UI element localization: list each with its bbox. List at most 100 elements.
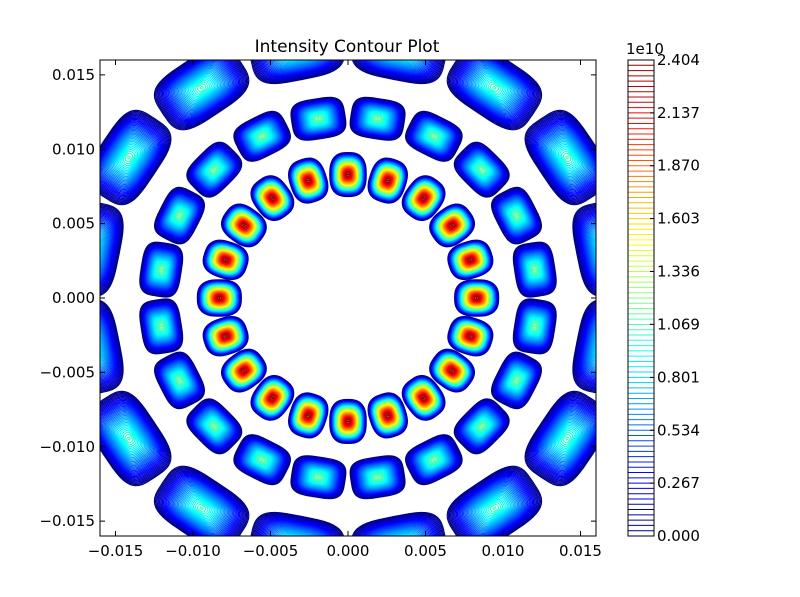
contour-level — [525, 314, 544, 339]
contour-level — [465, 255, 476, 265]
contour-level — [262, 60, 332, 76]
contour-level — [579, 311, 596, 383]
contour-level — [150, 256, 172, 283]
contour-level — [255, 60, 340, 81]
contour-level — [421, 395, 427, 401]
contour-level — [524, 390, 596, 487]
contour-level — [172, 371, 188, 389]
contour-level — [414, 188, 433, 208]
contour-level — [535, 122, 596, 193]
contour-level — [256, 131, 268, 142]
contour-level — [224, 258, 227, 262]
contour-level — [448, 467, 540, 536]
contour-level — [161, 472, 242, 536]
contour-level — [395, 543, 404, 549]
intensity-lobe — [100, 390, 172, 487]
contour-level — [476, 492, 513, 525]
contour-level — [299, 170, 318, 191]
intensity-lobe — [512, 241, 557, 298]
contour-level — [548, 136, 586, 179]
contour-level — [443, 362, 461, 379]
contour-level — [306, 468, 331, 487]
contour-level — [110, 417, 148, 460]
contour-level — [580, 214, 596, 284]
contour-level — [487, 502, 502, 515]
contour-level — [472, 417, 491, 436]
contour-level — [342, 167, 354, 182]
contour-level — [308, 469, 329, 486]
contour-level — [168, 60, 235, 117]
contour-level — [118, 145, 140, 170]
y-tick-label: 0.000 — [52, 289, 95, 307]
intensity-lobe — [524, 390, 596, 487]
contour-level — [359, 516, 439, 536]
contour-level — [206, 418, 223, 435]
contour-level — [540, 127, 595, 188]
contour-level — [529, 115, 596, 200]
contour-level — [100, 118, 164, 197]
contour-level — [191, 78, 213, 98]
contour-level — [301, 407, 315, 423]
contour-level — [127, 155, 131, 160]
contour-level — [211, 166, 218, 173]
contour-level — [549, 137, 585, 178]
contour-level — [317, 476, 320, 479]
contour-level — [443, 362, 461, 380]
contour-level — [466, 289, 487, 307]
contour-level — [447, 366, 457, 375]
contour-level — [100, 328, 107, 369]
contour-level — [415, 388, 433, 407]
contour-level — [213, 292, 226, 304]
contour-level — [462, 480, 526, 536]
intensity-lobe — [512, 298, 557, 355]
contour-level — [263, 60, 331, 76]
contour-level — [208, 289, 231, 307]
contour-level — [526, 111, 596, 204]
contour-level — [341, 166, 355, 183]
contour-level — [160, 471, 243, 536]
contour-level — [341, 413, 355, 430]
contour-level — [531, 265, 539, 274]
contour-level — [603, 343, 609, 352]
intensity-lobe — [329, 151, 367, 198]
contour-level — [386, 414, 389, 417]
contour-level — [584, 220, 596, 277]
contour-level — [100, 336, 104, 365]
contour-level — [237, 219, 250, 232]
contour-level — [302, 409, 314, 422]
contour-level — [470, 487, 519, 530]
contour-level — [273, 528, 319, 536]
contour-level — [301, 173, 315, 189]
contour-level — [355, 60, 443, 82]
contour-level — [207, 162, 222, 177]
colorbar-tick-label: 1.870 — [657, 157, 700, 175]
contour-level — [365, 109, 390, 128]
contour-level — [100, 202, 124, 296]
contour-level — [345, 418, 351, 424]
contour-level — [480, 424, 484, 428]
contour-level — [276, 529, 315, 536]
contour-level — [579, 213, 596, 285]
intensity-lobe — [250, 60, 345, 85]
contour-level — [454, 60, 535, 124]
contour-level — [384, 177, 391, 185]
colorbar-tick-label: 1.336 — [657, 262, 700, 280]
contour-level — [160, 268, 163, 272]
contour-level — [281, 532, 306, 536]
contour-level — [419, 393, 428, 403]
contour-level — [209, 290, 229, 306]
contour-level — [366, 468, 389, 486]
contour-level — [110, 136, 148, 179]
contour-level — [241, 368, 247, 374]
contour-level — [480, 495, 509, 521]
contour-level — [424, 451, 444, 469]
contour-level — [467, 290, 487, 306]
contour-level — [250, 60, 345, 85]
contour-level — [543, 412, 591, 465]
contour-level — [542, 129, 592, 186]
contour-level — [209, 289, 230, 307]
contour-level — [100, 391, 171, 486]
contour-level — [85, 242, 94, 255]
contour-level — [172, 208, 187, 224]
